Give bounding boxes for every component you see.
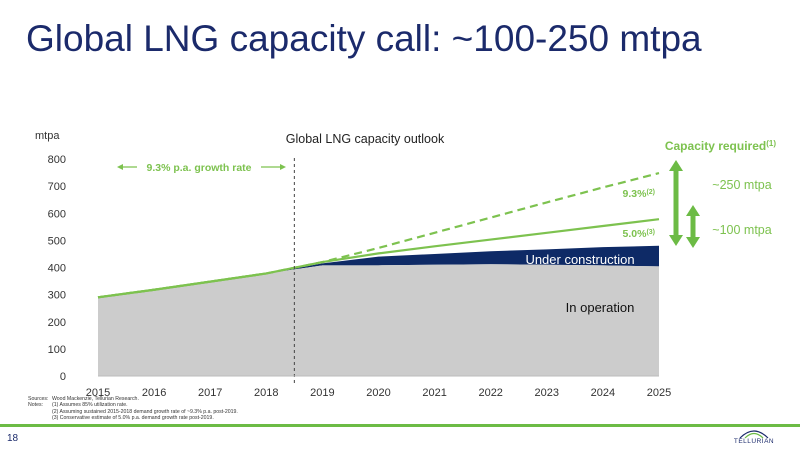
slide-title: Global LNG capacity call: ~100-250 mtpa <box>26 18 702 59</box>
arrow-head-down-icon <box>686 237 700 248</box>
notes-label: Notes: <box>28 402 43 409</box>
arrow-head-down-icon <box>669 235 683 246</box>
growth-rate-label: 9.3% p.a. growth rate <box>146 162 251 174</box>
logo-text: TELLURIAN <box>733 438 775 445</box>
under-construction-area <box>98 245 659 298</box>
capacity-arrow-low <box>686 205 700 248</box>
x-tick-label: 2019 <box>310 387 334 399</box>
chart-areas <box>98 245 659 376</box>
x-tick-label: 2022 <box>478 387 502 399</box>
y-axis-label: mtpa <box>35 130 60 142</box>
capacity-range-high: ~250 mtpa <box>712 178 771 192</box>
logo-mark-icon <box>739 430 769 439</box>
y-tick-label: 400 <box>48 263 66 275</box>
projection-rate-label-1: 5.0%(3) <box>623 228 656 240</box>
footnotes: Sources: Wood Mackenzie, Tellurian Resea… <box>28 396 238 421</box>
x-tick-label: 2018 <box>254 387 278 399</box>
lng-capacity-chart: 0 100 200 300 400 500 600 700 800 2015 2016 2017 201… <box>35 130 776 399</box>
chart-labels: mtpa Global LNG capacity outlook Under con… <box>35 130 776 315</box>
chart-axes: 0 100 200 300 400 500 600 700 800 2015 2016 2017 201… <box>48 154 672 399</box>
x-tick-label: 2021 <box>422 387 446 399</box>
series-label-under-construction: Under construction <box>525 252 634 267</box>
x-tick-label: 2017 <box>198 387 222 399</box>
page-number: 18 <box>7 433 19 444</box>
note-1: (1) Assumes 85% utilization rate. <box>52 402 128 409</box>
capacity-required-note: (1) <box>766 139 776 148</box>
x-tick-label: 2015 <box>86 387 110 399</box>
projection-rate-note-1: (3) <box>646 229 655 236</box>
arrow-shaft <box>673 170 679 236</box>
historical-growth-line <box>97 272 267 299</box>
growth-rate-label-bg <box>137 160 261 174</box>
chart-title: Global LNG capacity outlook <box>286 132 445 146</box>
y-tick-label: 0 <box>60 371 66 383</box>
x-tick-label: 2016 <box>142 387 166 399</box>
y-tick-label: 600 <box>48 208 66 220</box>
x-tick-label: 2023 <box>535 387 559 399</box>
series-label-in-operation: In operation <box>566 300 635 315</box>
y-tick-label: 500 <box>48 235 66 247</box>
note-2: (2) Assuming sustained 2015-2018 demand … <box>52 408 238 415</box>
arrow-shaft <box>690 215 696 238</box>
sources-text: Wood Mackenzie, Tellurian Research. <box>52 396 139 402</box>
y-tick-label: 800 <box>48 154 66 166</box>
arrow-head-up-icon <box>669 160 683 171</box>
note-3: (3) Conservative estimate of 5.0% p.a. d… <box>52 414 214 421</box>
company-logo: TELLURIAN <box>724 426 784 448</box>
in-operation-area <box>98 264 659 376</box>
projection-rate-label-0: 9.3%(2) <box>623 188 656 200</box>
x-tick-label: 2024 <box>591 387 615 399</box>
x-tick-label: 2025 <box>647 387 671 399</box>
capacity-required-label: Capacity required(1) <box>665 139 776 153</box>
capacity-range-low: ~100 mtpa <box>712 223 771 237</box>
footer <box>0 427 800 450</box>
arrow-head-up-icon <box>686 205 700 216</box>
chart-lines <box>97 172 660 299</box>
footer-divider <box>0 424 800 427</box>
y-tick-label: 100 <box>48 344 66 356</box>
projection-rate-note-0: (2) <box>646 189 655 196</box>
y-tick-label: 700 <box>48 181 66 193</box>
x-tick-label: 2020 <box>366 387 390 399</box>
sources-label: Sources: <box>28 396 49 402</box>
y-tick-label: 300 <box>48 290 66 302</box>
y-tick-label: 200 <box>48 317 66 329</box>
capacity-arrow-high <box>669 160 683 246</box>
